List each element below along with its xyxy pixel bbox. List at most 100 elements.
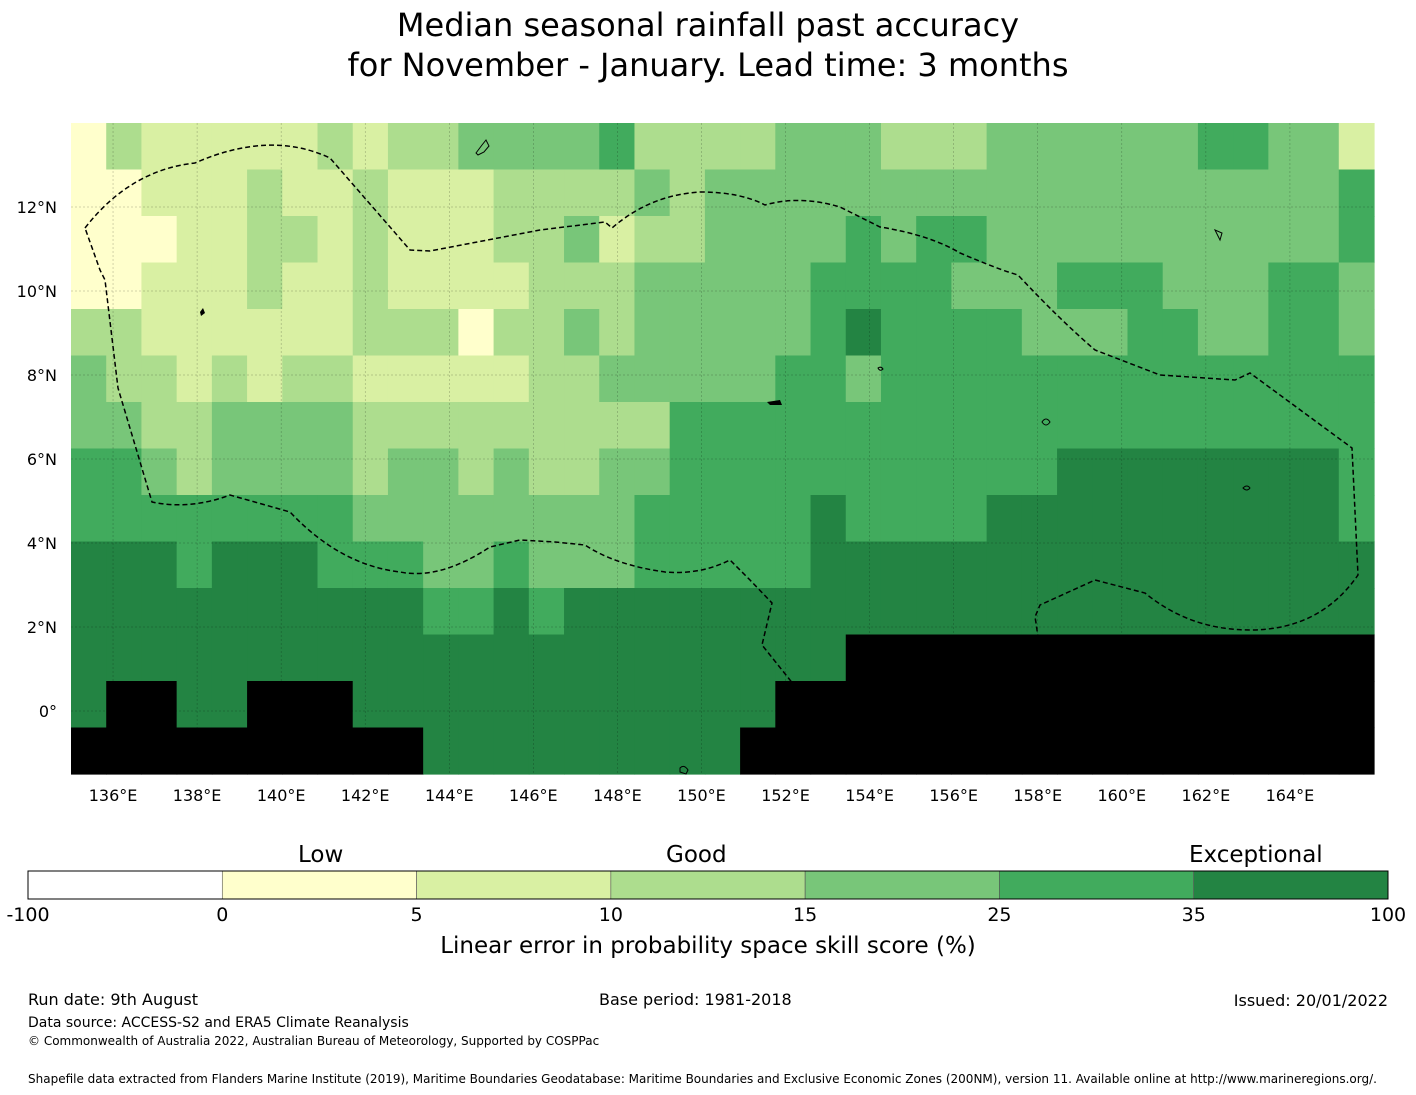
raster-cell bbox=[423, 495, 459, 543]
raster-cell bbox=[740, 727, 776, 775]
colorbar-tick-label: 35 bbox=[1182, 904, 1206, 926]
raster-cell bbox=[176, 262, 213, 310]
raster-cell bbox=[528, 216, 565, 264]
raster-cell bbox=[810, 169, 847, 217]
raster-cell bbox=[247, 448, 283, 496]
raster-cell bbox=[211, 123, 248, 171]
raster-cell bbox=[704, 541, 741, 589]
raster-cell bbox=[423, 541, 459, 589]
raster-cell bbox=[1127, 588, 1164, 636]
raster-cell bbox=[317, 262, 354, 310]
raster-cell bbox=[810, 216, 847, 264]
raster-cell bbox=[71, 123, 107, 171]
raster-cell bbox=[810, 123, 847, 171]
raster-cell bbox=[528, 727, 565, 775]
raster-cell bbox=[564, 448, 600, 496]
raster-cell bbox=[1268, 309, 1305, 357]
raster-cell bbox=[352, 448, 389, 496]
raster-cell bbox=[1303, 355, 1340, 403]
raster-cell bbox=[247, 681, 283, 729]
raster-cell bbox=[1233, 355, 1269, 403]
raster-cell bbox=[423, 355, 459, 403]
raster-cell bbox=[1092, 448, 1129, 496]
raster-cell bbox=[1303, 216, 1340, 264]
raster-cell bbox=[1268, 355, 1305, 403]
raster-cell bbox=[1021, 634, 1058, 682]
raster-cell bbox=[775, 495, 812, 543]
raster-cell bbox=[352, 588, 389, 636]
raster-cell bbox=[1162, 634, 1199, 682]
raster-cell bbox=[493, 541, 530, 589]
raster-cell bbox=[704, 588, 741, 636]
raster-cell bbox=[916, 309, 953, 357]
raster-cell bbox=[1303, 123, 1340, 171]
raster-cell bbox=[880, 355, 917, 403]
raster-cell bbox=[352, 681, 389, 729]
raster-cell bbox=[317, 123, 354, 171]
raster-cell bbox=[704, 309, 741, 357]
raster-cell bbox=[1127, 123, 1164, 171]
raster-cell bbox=[317, 634, 354, 682]
raster-cell bbox=[599, 634, 636, 682]
raster-cell bbox=[986, 681, 1023, 729]
raster-cell bbox=[317, 681, 354, 729]
raster-cell bbox=[528, 123, 565, 171]
raster-cell bbox=[493, 309, 530, 357]
raster-cell bbox=[916, 681, 953, 729]
raster-cell bbox=[810, 634, 847, 682]
raster-cell bbox=[106, 448, 143, 496]
raster-cell bbox=[845, 588, 882, 636]
raster-cell bbox=[810, 727, 847, 775]
raster-cell bbox=[211, 681, 248, 729]
colorbar-tick-label: 25 bbox=[987, 904, 1011, 926]
raster-cell bbox=[1303, 634, 1340, 682]
raster-cell bbox=[528, 309, 565, 357]
raster-cell bbox=[247, 309, 283, 357]
raster-cell bbox=[1057, 123, 1093, 171]
raster-cell bbox=[916, 448, 953, 496]
raster-cell bbox=[669, 355, 706, 403]
raster-cell bbox=[352, 216, 389, 264]
raster-cell bbox=[1233, 216, 1269, 264]
raster-cell bbox=[951, 727, 988, 775]
raster-cell bbox=[740, 123, 776, 171]
raster-cell bbox=[880, 169, 917, 217]
raster-cell bbox=[669, 216, 706, 264]
raster-cell bbox=[1338, 448, 1375, 496]
raster-cell bbox=[634, 634, 671, 682]
colorbar-swatch bbox=[221, 870, 417, 900]
map-title-line-2: for November - January. Lead time: 3 mon… bbox=[347, 46, 1069, 84]
raster-cell bbox=[423, 681, 459, 729]
raster-cell bbox=[493, 355, 530, 403]
island-outlines bbox=[86, 139, 1251, 775]
raster-cell bbox=[176, 355, 213, 403]
raster-cell bbox=[106, 169, 143, 217]
raster-cell bbox=[423, 309, 459, 357]
colorbar-swatch bbox=[999, 870, 1195, 900]
raster-cell bbox=[1057, 727, 1093, 775]
longitude-tick-label: 164°E bbox=[1266, 786, 1315, 805]
raster-cell bbox=[387, 402, 424, 450]
raster-cell bbox=[916, 216, 953, 264]
raster-cell bbox=[916, 262, 953, 310]
raster-cell bbox=[951, 169, 988, 217]
raster-cell bbox=[493, 634, 530, 682]
colorbar-tick-label: -100 bbox=[6, 904, 49, 926]
raster-cell bbox=[528, 541, 565, 589]
raster-cell bbox=[1092, 355, 1129, 403]
raster-cell bbox=[71, 727, 107, 775]
raster-cell bbox=[1303, 681, 1340, 729]
raster-cell bbox=[458, 727, 495, 775]
raster-cell bbox=[634, 448, 671, 496]
longitude-tick-labels: 136°E 138°E 140°E 142°E 144°E 146°E 148°E 150°E… bbox=[89, 786, 1315, 805]
raster-cell bbox=[1021, 216, 1058, 264]
raster-cell bbox=[775, 541, 812, 589]
raster-cell bbox=[1303, 262, 1340, 310]
raster-cell bbox=[599, 216, 636, 264]
raster-cell bbox=[1057, 355, 1093, 403]
raster-cell bbox=[458, 309, 495, 357]
raster-cell bbox=[845, 448, 882, 496]
raster-cell bbox=[916, 727, 953, 775]
raster-cell bbox=[493, 588, 530, 636]
raster-cell bbox=[176, 634, 213, 682]
